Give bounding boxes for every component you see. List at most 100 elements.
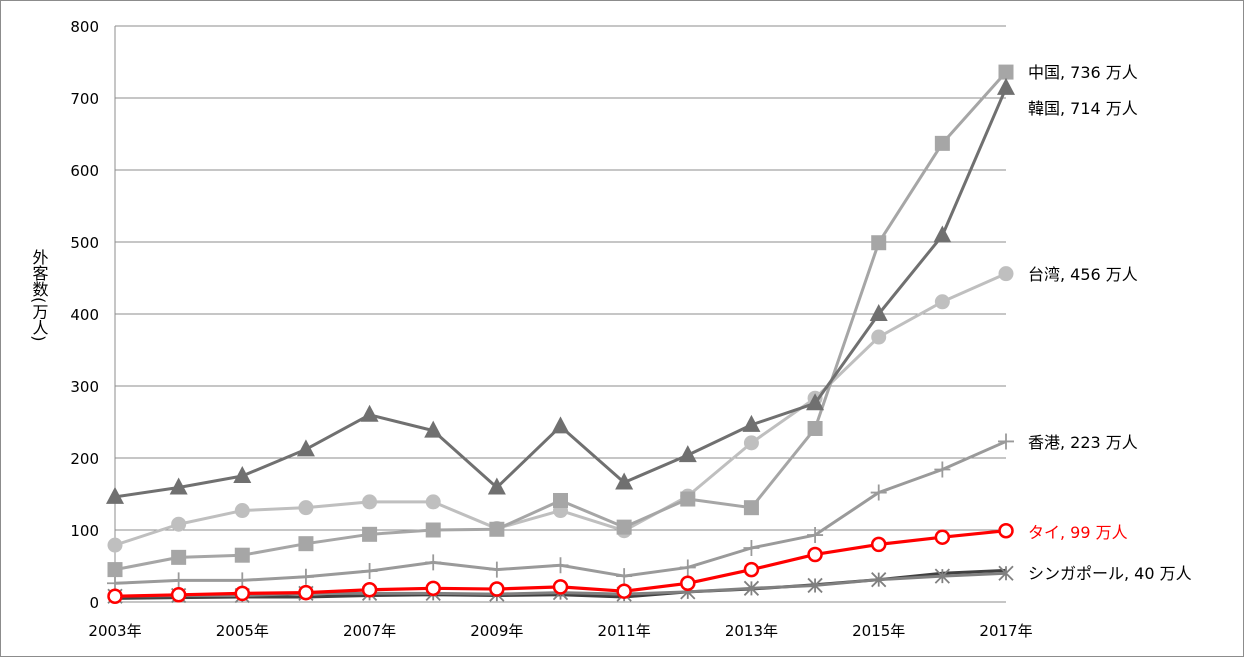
data-point-singapore [998,565,1014,581]
data-point-korea [678,445,697,463]
y-tick-label: 400 [70,306,99,324]
series-label-singapore: シンガポール, 40 万人 [1028,564,1192,583]
data-point-korea [806,393,825,411]
data-point-thailand [107,588,123,604]
data-point-singapore [743,580,760,596]
data-point-thailand [425,580,441,597]
data-point-thailand [489,581,505,597]
data-point-korea [997,77,1015,95]
data-point-china [553,492,568,508]
x-tick-label: 2013年 [725,622,778,640]
data-point-thailand [361,582,378,598]
series-label-taiwan: 台湾, 456 万人 [1028,265,1138,284]
data-point-hongkong [425,554,442,571]
x-tick-label: 2007年 [343,622,396,640]
data-point-china [489,521,505,537]
data-point-korea [233,466,252,483]
data-point-taiwan [998,266,1014,282]
data-point-hongkong [679,559,696,576]
y-axis-label: 外客数(万人) [30,249,49,341]
data-point-china [871,235,887,251]
series-label-korea: 韓国, 714 万人 [1028,99,1138,118]
data-point-taiwan [171,516,187,532]
data-point-korea [424,420,443,438]
y-tick-label: 0 [89,594,99,612]
data-point-china [807,420,823,436]
x-tick-label: 2011年 [598,622,651,640]
data-point-korea [742,414,761,432]
y-tick-label: 500 [70,234,99,252]
y-tick-label: 300 [70,378,99,396]
data-point-china [680,491,696,507]
data-point-thailand [998,522,1014,539]
data-point-hongkong [297,568,314,585]
data-point-hongkong [170,572,187,589]
series-label-thailand: タイ, 99 万人 [1028,523,1128,542]
x-tick-label: 2015年 [852,622,905,640]
data-point-taiwan [298,500,314,516]
series-line-korea [114,87,1008,499]
series-label-hongkong: 香港, 223 万人 [1028,433,1138,452]
data-point-korea [106,486,124,504]
data-point-china [362,526,378,542]
x-tick-label: 2009年 [470,622,523,640]
y-tick-label: 100 [70,522,99,540]
data-point-thailand [680,575,696,592]
data-point-hongkong [998,433,1014,450]
data-point-singapore [807,577,823,594]
data-point-hongkong [934,461,951,478]
x-tick-label: 2003年 [88,622,141,640]
data-point-taiwan [107,537,123,553]
data-point-taiwan [362,494,378,510]
data-point-thailand [552,579,569,595]
y-tick-label: 800 [70,18,99,36]
data-point-taiwan [425,494,441,510]
data-point-china [234,547,250,563]
data-point-singapore [934,568,950,584]
data-point-korea [933,225,952,243]
data-point-hongkong [616,568,633,585]
data-point-korea [296,439,315,457]
data-point-taiwan [871,329,887,345]
data-point-thailand [870,536,887,553]
data-point-korea [551,416,570,434]
data-point-thailand [298,584,314,601]
data-point-thailand [743,561,760,578]
data-point-china [107,562,123,578]
data-point-korea [615,472,634,490]
data-point-hongkong [743,540,760,556]
data-point-thailand [170,587,187,603]
data-point-hongkong [807,527,824,544]
data-point-korea [360,404,379,422]
y-tick-label: 200 [70,450,99,468]
data-point-hongkong [870,484,887,501]
data-point-taiwan [743,435,759,451]
data-point-singapore [871,572,887,588]
data-point-hongkong [361,563,378,580]
data-point-thailand [616,583,632,599]
data-point-china [171,549,187,565]
series-label-china: 中国, 736 万人 [1028,63,1138,82]
data-point-korea [169,477,188,495]
y-tick-label: 600 [70,162,99,180]
data-point-hongkong [552,557,569,574]
data-point-china [425,522,441,538]
data-point-china [934,135,950,151]
x-tick-label: 2017年 [979,622,1032,640]
data-point-china [998,64,1014,80]
data-point-hongkong [488,561,505,578]
y-tick-label: 700 [70,90,99,108]
data-point-thailand [807,546,823,563]
data-point-china [616,519,632,535]
data-point-thailand [934,529,951,545]
data-point-taiwan [934,294,950,310]
data-point-korea [869,304,888,321]
data-point-china [743,500,759,516]
x-tick-label: 2005年 [216,622,269,640]
data-point-korea [487,477,506,495]
data-point-thailand [234,585,251,602]
data-point-taiwan [234,503,250,519]
data-point-china [298,536,314,552]
